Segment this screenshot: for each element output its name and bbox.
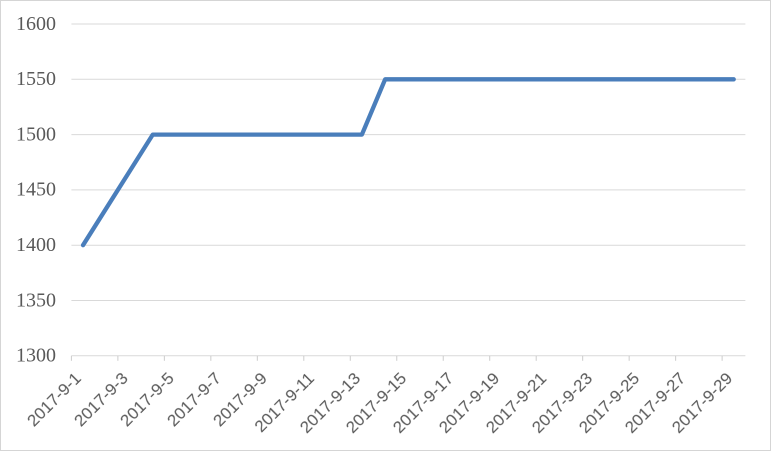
- svg-text:1550: 1550: [16, 68, 56, 90]
- svg-text:1300: 1300: [16, 345, 56, 367]
- svg-text:1350: 1350: [16, 289, 56, 311]
- svg-text:1450: 1450: [16, 179, 56, 201]
- svg-text:1500: 1500: [16, 123, 56, 145]
- svg-text:1400: 1400: [16, 234, 56, 256]
- svg-text:1600: 1600: [16, 13, 56, 35]
